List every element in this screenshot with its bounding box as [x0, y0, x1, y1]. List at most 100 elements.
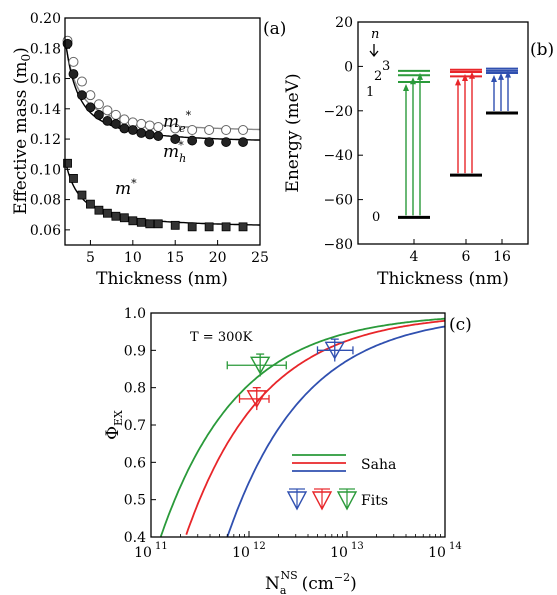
b-arrow-head-icon — [403, 83, 409, 91]
series-label-mh: mh* — [163, 139, 186, 165]
a-data-point — [68, 69, 79, 79]
series-label-me: me* — [163, 109, 192, 135]
temperature-annotation: T = 300K — [190, 330, 253, 345]
b-ytick-label: −20 — [323, 104, 353, 120]
a-data-point — [127, 125, 138, 135]
a-data-point — [187, 124, 198, 135]
a-ytick-label: 0.12 — [30, 132, 61, 148]
panel-a: 5 10 15 20 25 0.06 0.08 0.10 0.12 0.14 0.16 0.18 0.2… — [11, 11, 286, 289]
a-ytick-label: 0.10 — [30, 162, 61, 178]
a-data-point — [144, 129, 155, 140]
c-ytick-label: 0.6 — [124, 455, 146, 471]
b-ytick-label: −60 — [323, 193, 353, 209]
level-label-2: 2 — [374, 69, 382, 84]
a-data-point — [102, 105, 113, 116]
a-data-point — [102, 208, 112, 218]
c-fit-marker — [246, 390, 267, 409]
panel-a-xlabel: Thickness (nm) — [96, 269, 228, 289]
a-data-point — [170, 123, 181, 134]
a-data-point — [153, 121, 164, 132]
a-data-point — [170, 134, 181, 144]
c-fit-marker — [324, 341, 345, 360]
a-data-point — [238, 222, 248, 232]
panel-c: 10 11 10 12 10 13 10 140.40.50.60.70.80.91.0 (c… — [103, 306, 472, 595]
a-data-point — [153, 219, 163, 229]
b-arrow-head-icon — [469, 71, 475, 79]
c-xtick-exponent: 11 — [155, 541, 168, 552]
a-ytick-label: 0.14 — [30, 102, 61, 118]
a-data-point — [86, 199, 95, 209]
a-xtick-label: 15 — [166, 250, 184, 266]
a-ytick-label: 0.18 — [30, 41, 61, 57]
level-label-3: 3 — [382, 59, 390, 74]
panel-a-label: (a) — [263, 19, 286, 39]
b-xtick-label: 6 — [462, 249, 471, 265]
a-data-point — [136, 217, 146, 227]
a-ytick-label: 0.16 — [30, 72, 61, 88]
a-data-point — [187, 222, 197, 232]
a-data-point — [145, 219, 155, 229]
panel-b-ylabel: Energy (meV) — [283, 73, 303, 192]
panel-b-xlabel: Thickness (nm) — [377, 269, 509, 289]
legend-fit-marker — [336, 491, 358, 511]
c-saha-curve — [185, 319, 446, 535]
a-fit-curve — [64, 159, 260, 226]
a-data-point — [153, 131, 164, 141]
a-data-point — [110, 109, 121, 120]
a-data-point — [204, 222, 214, 232]
a-data-point — [76, 76, 87, 87]
a-ytick-label: 0.08 — [30, 193, 61, 209]
panel-b-frame — [357, 21, 529, 245]
a-data-point — [170, 220, 180, 230]
a-data-point — [85, 102, 96, 113]
panel-a-ylabel: Effective mass (m0) — [11, 47, 33, 215]
a-xtick-label: 10 — [124, 250, 142, 266]
panel-c-ylabel: ΦEX — [103, 410, 125, 440]
series-label-m: m* — [115, 177, 137, 199]
a-data-point — [63, 158, 72, 168]
a-data-point — [238, 137, 248, 147]
b-ytick-label: −40 — [323, 148, 353, 164]
a-data-point — [85, 90, 96, 101]
panel-c-frame — [150, 312, 446, 538]
panel-b-label: (b) — [530, 40, 554, 60]
b-ytick-label: −80 — [323, 237, 353, 253]
a-xtick-label: 5 — [86, 250, 95, 266]
a-ytick-label: 0.20 — [30, 11, 61, 27]
panel-c-xlabel: NaNS (cm−2) — [265, 569, 357, 595]
a-data-point — [119, 114, 130, 125]
a-data-point — [144, 120, 155, 131]
legend-fit-marker — [311, 491, 333, 511]
b-arrow-head-icon — [455, 78, 461, 86]
legend-saha-label: Saha — [361, 457, 396, 473]
panel-a-frame — [64, 17, 261, 246]
b-xtick-label: 16 — [493, 249, 511, 265]
b-arrow-head-icon — [505, 70, 511, 78]
a-data-point — [204, 137, 215, 147]
a-data-point — [119, 213, 129, 223]
c-xtick-exponent: 13 — [351, 541, 364, 552]
c-xtick-label: 10 — [330, 545, 348, 561]
n-arrow-icon — [369, 44, 379, 58]
c-ytick-label: 1.0 — [124, 306, 146, 322]
panel-b: 200−20−40−60−804 6 16 (b) Thickness (nm) E… — [283, 15, 554, 289]
panel-c-label: (c) — [449, 315, 472, 335]
panel-c-legend: Saha Fits — [286, 454, 396, 511]
b-arrow-head-icon — [498, 72, 504, 80]
c-saha-curve — [159, 317, 446, 537]
c-saha-curve — [226, 325, 446, 538]
b-arrow-head-icon — [491, 75, 497, 83]
a-data-point — [111, 211, 121, 221]
a-data-point — [119, 123, 130, 134]
c-ytick-label: 0.4 — [124, 530, 146, 546]
c-xtick-label: 10 — [232, 545, 250, 561]
c-xtick-exponent: 12 — [253, 541, 266, 552]
c-xtick-exponent: 14 — [449, 541, 462, 552]
level-label-1: 1 — [366, 85, 374, 100]
a-data-point — [221, 222, 231, 232]
a-ytick-label: 0.06 — [30, 223, 61, 239]
b-arrow-head-icon — [417, 72, 423, 80]
c-xtick-label: 10 — [134, 545, 152, 561]
a-data-point — [110, 119, 121, 129]
c-fit-marker — [249, 356, 271, 375]
